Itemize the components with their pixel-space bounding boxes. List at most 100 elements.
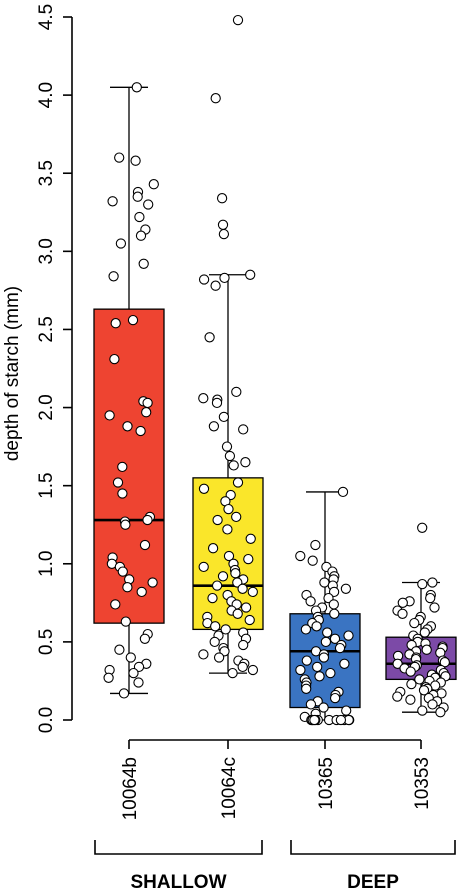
data-point bbox=[138, 258, 149, 269]
data-point bbox=[211, 397, 223, 409]
data-point bbox=[117, 566, 128, 577]
data-point bbox=[218, 411, 230, 423]
data-point bbox=[114, 152, 125, 163]
y-tick-label: 2.0 bbox=[36, 394, 57, 420]
data-point bbox=[325, 667, 336, 679]
data-point bbox=[222, 524, 233, 535]
data-point bbox=[219, 272, 230, 284]
data-point bbox=[136, 586, 147, 598]
box-group-10064c bbox=[192, 14, 264, 679]
x-tick-label: 10365 bbox=[316, 757, 337, 810]
group-label-deep: DEEP bbox=[347, 872, 399, 893]
data-point bbox=[419, 627, 430, 638]
data-point bbox=[329, 633, 341, 644]
data-point bbox=[405, 694, 416, 705]
data-point bbox=[340, 583, 352, 594]
data-point bbox=[318, 702, 329, 713]
data-point bbox=[312, 661, 323, 673]
data-point bbox=[112, 477, 124, 488]
data-point bbox=[127, 314, 139, 326]
data-point bbox=[417, 578, 428, 590]
x-axis: 10064b 10064c 10365 10353 bbox=[120, 739, 433, 820]
data-point bbox=[245, 533, 256, 544]
data-point bbox=[211, 580, 223, 591]
data-point bbox=[198, 649, 209, 660]
data-point bbox=[231, 511, 242, 523]
data-point bbox=[114, 644, 125, 655]
data-point bbox=[320, 636, 332, 648]
data-point bbox=[110, 599, 121, 610]
data-point bbox=[117, 488, 128, 499]
data-point bbox=[198, 393, 209, 404]
data-point bbox=[418, 685, 430, 696]
data-point bbox=[427, 577, 438, 588]
data-point bbox=[335, 714, 347, 726]
data-point bbox=[232, 608, 243, 619]
data-point bbox=[118, 688, 130, 699]
y-tick-label: 1.5 bbox=[36, 472, 57, 498]
data-point bbox=[238, 424, 249, 435]
data-point bbox=[104, 410, 115, 421]
data-point bbox=[130, 155, 141, 166]
data-point bbox=[397, 608, 408, 619]
data-point bbox=[417, 522, 428, 533]
y-tick-label: 0.0 bbox=[36, 707, 57, 733]
data-point bbox=[122, 582, 133, 593]
box-group-10064b bbox=[93, 82, 165, 699]
data-point bbox=[295, 664, 306, 676]
data-point bbox=[122, 421, 133, 432]
data-point bbox=[343, 630, 354, 641]
data-point bbox=[148, 179, 159, 190]
data-point bbox=[108, 271, 119, 282]
data-point bbox=[212, 514, 223, 526]
y-tick-label: 3.0 bbox=[36, 238, 57, 264]
y-axis: 0.0 0.5 1.0 1.5 2.0 2.5 3.0 3.5 4.0 4.5 bbox=[36, 4, 73, 733]
data-point bbox=[210, 280, 221, 291]
data-point bbox=[139, 539, 151, 551]
data-point bbox=[322, 627, 333, 638]
data-point bbox=[207, 543, 219, 554]
data-point bbox=[334, 642, 346, 654]
data-point bbox=[110, 318, 121, 329]
data-point bbox=[217, 219, 229, 230]
data-point bbox=[238, 639, 249, 651]
data-point bbox=[210, 621, 221, 632]
data-point bbox=[227, 667, 238, 679]
data-point bbox=[328, 599, 339, 610]
data-point bbox=[198, 274, 210, 285]
y-tick-label: 1.0 bbox=[36, 551, 57, 577]
data-point bbox=[120, 519, 131, 530]
data-point bbox=[210, 93, 221, 104]
data-point bbox=[247, 664, 259, 676]
data-point bbox=[142, 514, 153, 526]
data-point bbox=[232, 14, 244, 26]
y-tick-label: 2.5 bbox=[36, 316, 57, 342]
data-point bbox=[232, 477, 244, 488]
group-bracket-deep bbox=[290, 840, 456, 855]
data-point bbox=[310, 539, 321, 551]
data-point bbox=[339, 658, 350, 669]
data-point bbox=[240, 602, 252, 613]
data-point bbox=[435, 707, 446, 718]
data-point bbox=[240, 457, 251, 468]
data-point bbox=[421, 644, 432, 655]
data-point bbox=[341, 705, 352, 716]
data-point bbox=[223, 550, 235, 562]
data-point bbox=[198, 561, 209, 573]
data-point bbox=[311, 621, 322, 632]
data-point bbox=[221, 441, 233, 452]
data-point bbox=[392, 691, 403, 702]
data-point bbox=[231, 386, 242, 398]
data-point bbox=[392, 658, 403, 669]
data-point bbox=[109, 353, 120, 365]
group-label-shallow: SHALLOW bbox=[130, 872, 226, 893]
data-point bbox=[309, 714, 320, 726]
y-tick-label: 4.0 bbox=[36, 82, 57, 108]
y-axis-title: depth of starch (mm) bbox=[2, 286, 23, 461]
data-point bbox=[223, 503, 234, 515]
data-point bbox=[247, 586, 258, 598]
data-point bbox=[216, 193, 228, 204]
data-point bbox=[198, 483, 210, 494]
data-point bbox=[307, 555, 318, 566]
data-point bbox=[135, 425, 146, 437]
